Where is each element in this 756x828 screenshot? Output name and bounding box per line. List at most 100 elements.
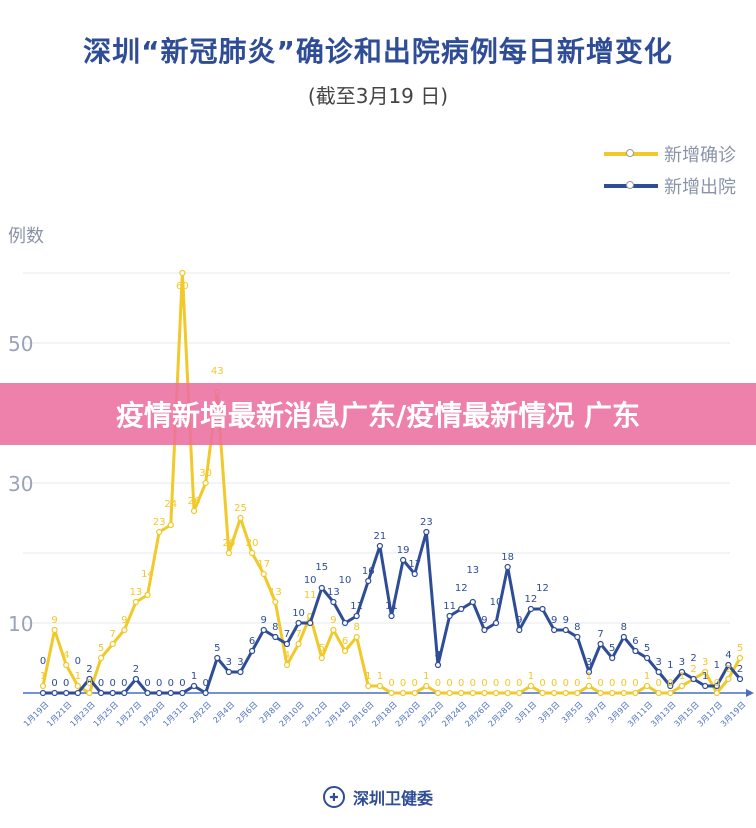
- data-label: 4: [63, 650, 69, 661]
- data-label: 18: [501, 552, 514, 563]
- data-point: [121, 689, 128, 697]
- data-point: [481, 626, 488, 634]
- legend-label: 新增确诊: [664, 145, 736, 166]
- data-point: [330, 626, 337, 634]
- data-point: [86, 689, 93, 697]
- data-label: 0: [179, 678, 185, 689]
- chart-title: 深圳“新冠肺炎”确诊和出院病例每日新增变化: [83, 35, 673, 68]
- data-point: [516, 689, 523, 697]
- data-point: [678, 682, 686, 690]
- data-point: [39, 682, 47, 690]
- data-point: [667, 682, 674, 690]
- data-point: [202, 689, 209, 697]
- data-point: [609, 689, 616, 697]
- data-label: 1: [191, 671, 197, 682]
- data-label: 2: [690, 664, 696, 675]
- data-label: 8: [574, 622, 580, 633]
- data-point: [260, 626, 267, 634]
- data-point: [295, 619, 302, 627]
- data-label: 0: [655, 678, 661, 689]
- data-label: 11: [443, 601, 456, 612]
- data-point: [690, 675, 697, 683]
- footer: ✚ 深圳卫健委: [0, 785, 756, 809]
- x-tick-label: 2月6日: [235, 700, 260, 725]
- data-label: 0: [388, 678, 394, 689]
- data-label: 10: [490, 597, 503, 608]
- data-label: 2: [86, 664, 92, 675]
- data-label: 19: [397, 545, 410, 556]
- data-label: 5: [214, 643, 220, 654]
- data-point: [423, 528, 430, 536]
- data-point: [620, 689, 627, 697]
- line-chart: 1030501月19日1月21日1月23日1月25日1月27日1月29日1月31…: [8, 269, 754, 729]
- data-point: [156, 528, 163, 536]
- data-label: 0: [493, 678, 499, 689]
- data-label: 1: [644, 671, 650, 682]
- data-point: [736, 675, 744, 683]
- data-label: 0: [110, 678, 116, 689]
- health-commission-logo-icon: ✚: [322, 786, 345, 808]
- data-point: [632, 647, 639, 655]
- x-tick-label: 3月1日: [513, 700, 538, 725]
- data-label: 3: [702, 657, 708, 668]
- data-point: [156, 689, 163, 697]
- data-label: 0: [63, 678, 69, 689]
- data-point: [237, 514, 244, 522]
- data-point: [527, 682, 535, 690]
- data-point: [713, 682, 720, 690]
- data-label: 4: [725, 650, 731, 661]
- data-point: [144, 591, 151, 599]
- data-label: 16: [362, 566, 375, 577]
- y-tick-label: 50: [8, 332, 33, 356]
- data-point: [725, 675, 732, 683]
- data-label: 0: [714, 678, 720, 689]
- data-label: 8: [353, 622, 359, 633]
- data-point: [713, 689, 720, 697]
- data-label: 0: [435, 678, 441, 689]
- x-tick-label: 2月4日: [211, 700, 236, 725]
- data-label: 2: [133, 664, 139, 675]
- data-point: [492, 689, 500, 697]
- x-tick-label: 3月7日: [583, 700, 608, 725]
- y-tick-label: 30: [8, 472, 33, 496]
- data-label: 11: [304, 590, 317, 601]
- data-label: 1: [365, 671, 371, 682]
- data-point: [167, 521, 174, 529]
- data-label: 10: [304, 575, 317, 586]
- data-label: 6: [632, 636, 638, 647]
- data-label: 12: [455, 583, 468, 594]
- data-point: [63, 689, 70, 697]
- data-point: [283, 661, 291, 669]
- data-point: [225, 668, 232, 676]
- data-label: 9: [551, 615, 557, 626]
- data-point: [341, 647, 349, 655]
- data-point: [446, 612, 453, 620]
- data-point: [574, 689, 581, 697]
- data-point: [597, 640, 604, 648]
- data-point: [51, 626, 58, 634]
- data-point: [365, 577, 372, 585]
- data-label: 1: [714, 660, 720, 671]
- data-point: [678, 668, 686, 676]
- data-label: 0: [144, 678, 150, 689]
- data-label: 3: [679, 657, 685, 668]
- data-label: 6: [249, 636, 255, 647]
- data-label: 17: [408, 559, 421, 570]
- data-point: [643, 682, 651, 690]
- data-point: [620, 633, 627, 641]
- data-point: [86, 675, 93, 683]
- data-point: [736, 654, 744, 662]
- data-point: [132, 598, 140, 606]
- x-axis-arrow-icon: [746, 689, 754, 697]
- data-point: [574, 633, 581, 641]
- data-point: [469, 598, 476, 606]
- data-label: 10: [292, 608, 305, 619]
- data-label: 0: [40, 656, 46, 667]
- data-label: 30: [199, 468, 212, 479]
- data-label: 60: [176, 281, 189, 292]
- data-label: 1: [423, 671, 429, 682]
- data-point: [179, 269, 186, 277]
- data-point: [702, 682, 709, 690]
- data-point: [458, 605, 465, 613]
- data-label: 7: [110, 629, 116, 640]
